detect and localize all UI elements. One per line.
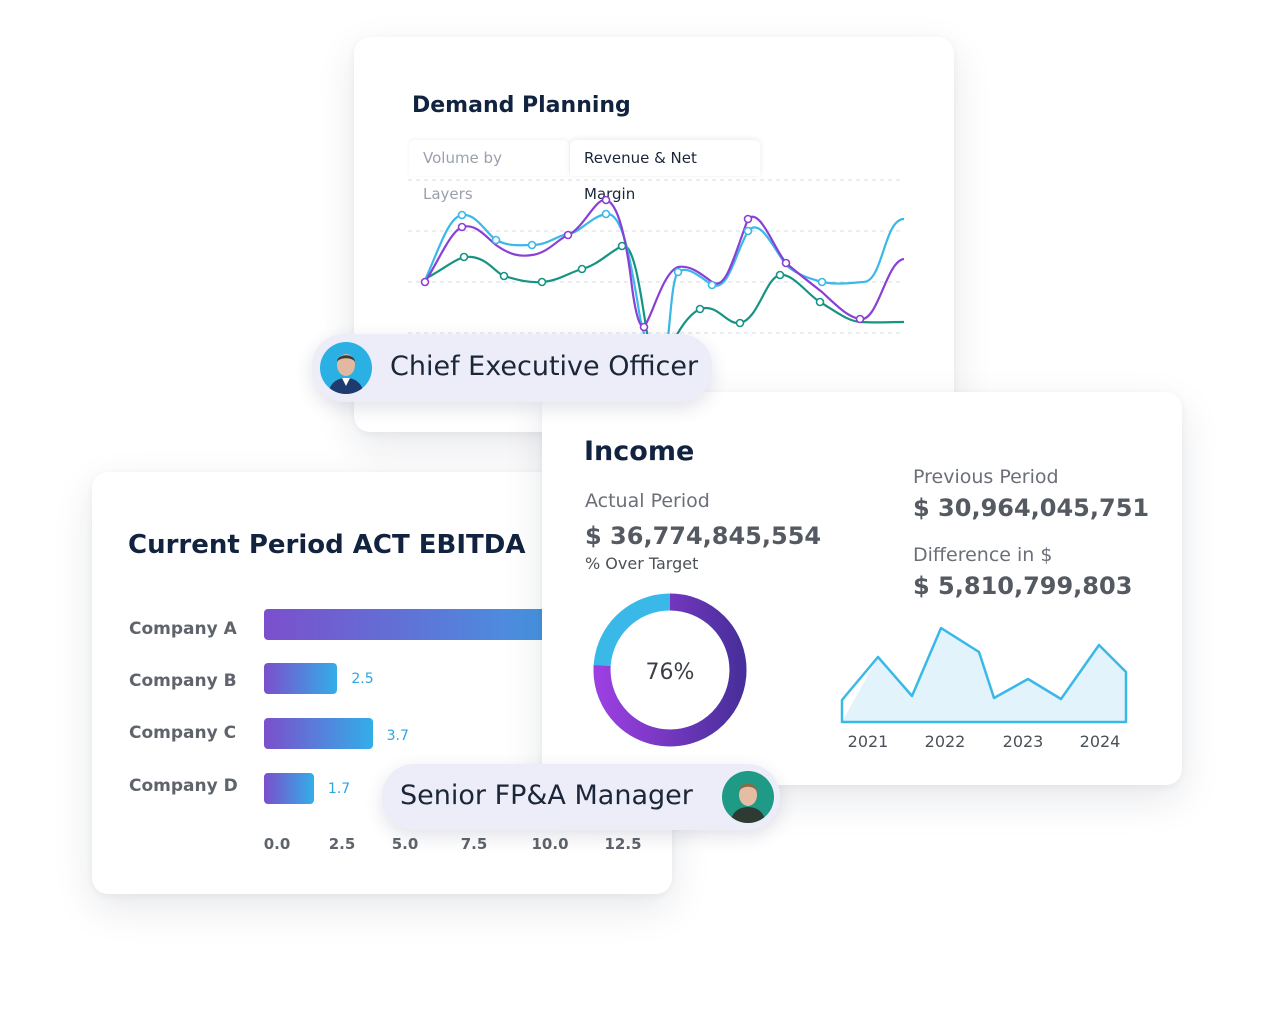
actual-period-value: $ 36,774,845,554 bbox=[585, 522, 822, 550]
difference-label: Difference in $ bbox=[913, 544, 1053, 566]
demand-gridlines bbox=[408, 179, 904, 334]
demand-series-b-line bbox=[424, 198, 904, 329]
avatar-icon bbox=[320, 342, 372, 394]
donut-arc bbox=[593, 593, 747, 747]
over-target-label: % Over Target bbox=[585, 554, 699, 573]
trend-area-fill bbox=[842, 628, 1126, 722]
tab-volume-by-layers[interactable]: Volume by Layers bbox=[409, 140, 569, 203]
income-card: Income Actual Period $ 36,774,845,554 % … bbox=[542, 392, 1182, 785]
trend-year-2024: 2024 bbox=[1080, 732, 1121, 751]
donut-percent-label: 76% bbox=[646, 660, 695, 685]
difference-value: $ 5,810,799,803 bbox=[913, 572, 1133, 600]
ebitda-title: Current Period ACT EBITDA bbox=[128, 530, 526, 560]
demand-planning-title: Demand Planning bbox=[412, 93, 631, 118]
actual-period-label: Actual Period bbox=[585, 490, 710, 512]
ceo-role-badge[interactable]: Chief Executive Officer bbox=[312, 334, 712, 402]
fpa-role-label: Senior FP&A Manager bbox=[400, 780, 693, 811]
category-label-company-b: Company B bbox=[129, 671, 237, 691]
over-target-donut: 76% bbox=[593, 593, 747, 747]
fpa-role-badge[interactable]: Senior FP&A Manager bbox=[382, 764, 780, 830]
previous-period-label: Previous Period bbox=[913, 466, 1059, 488]
previous-period-value: $ 30,964,045,751 bbox=[913, 494, 1150, 522]
x-tick-5: 12.5 bbox=[604, 835, 642, 853]
trend-year-2021: 2021 bbox=[848, 732, 889, 751]
category-label-company-a: Company A bbox=[129, 619, 237, 639]
bar-company-d[interactable] bbox=[264, 773, 314, 804]
tab-revenue-net-margin[interactable]: Revenue & Net Margin bbox=[570, 140, 760, 203]
category-label-company-c: Company C bbox=[129, 723, 237, 743]
income-title: Income bbox=[584, 436, 695, 467]
x-tick-3: 7.5 bbox=[460, 835, 488, 853]
trend-area-line bbox=[840, 626, 1128, 724]
bar-company-b[interactable] bbox=[264, 663, 338, 694]
avatar-icon bbox=[722, 771, 774, 823]
trend-year-2022: 2022 bbox=[925, 732, 966, 751]
x-tick-2: 5.0 bbox=[391, 835, 419, 853]
demand-series-b-markers bbox=[420, 195, 865, 332]
demand-series-c-markers bbox=[459, 241, 825, 328]
x-tick-1: 2.5 bbox=[328, 835, 356, 853]
x-tick-0: 0.0 bbox=[263, 835, 291, 853]
trend-year-2023: 2023 bbox=[1003, 732, 1044, 751]
bar-value-company-c: 3.7 bbox=[386, 728, 409, 744]
demand-series-a-markers bbox=[457, 209, 827, 290]
bar-value-company-b: 2.5 bbox=[351, 671, 374, 687]
category-label-company-d: Company D bbox=[129, 776, 238, 796]
bar-value-company-d: 1.7 bbox=[327, 781, 351, 797]
x-tick-4: 10.0 bbox=[531, 835, 569, 853]
income-trend-area-chart: 2021 2022 2023 2024 bbox=[840, 626, 1128, 751]
ceo-role-label: Chief Executive Officer bbox=[390, 351, 699, 382]
bar-company-c[interactable] bbox=[264, 718, 373, 749]
